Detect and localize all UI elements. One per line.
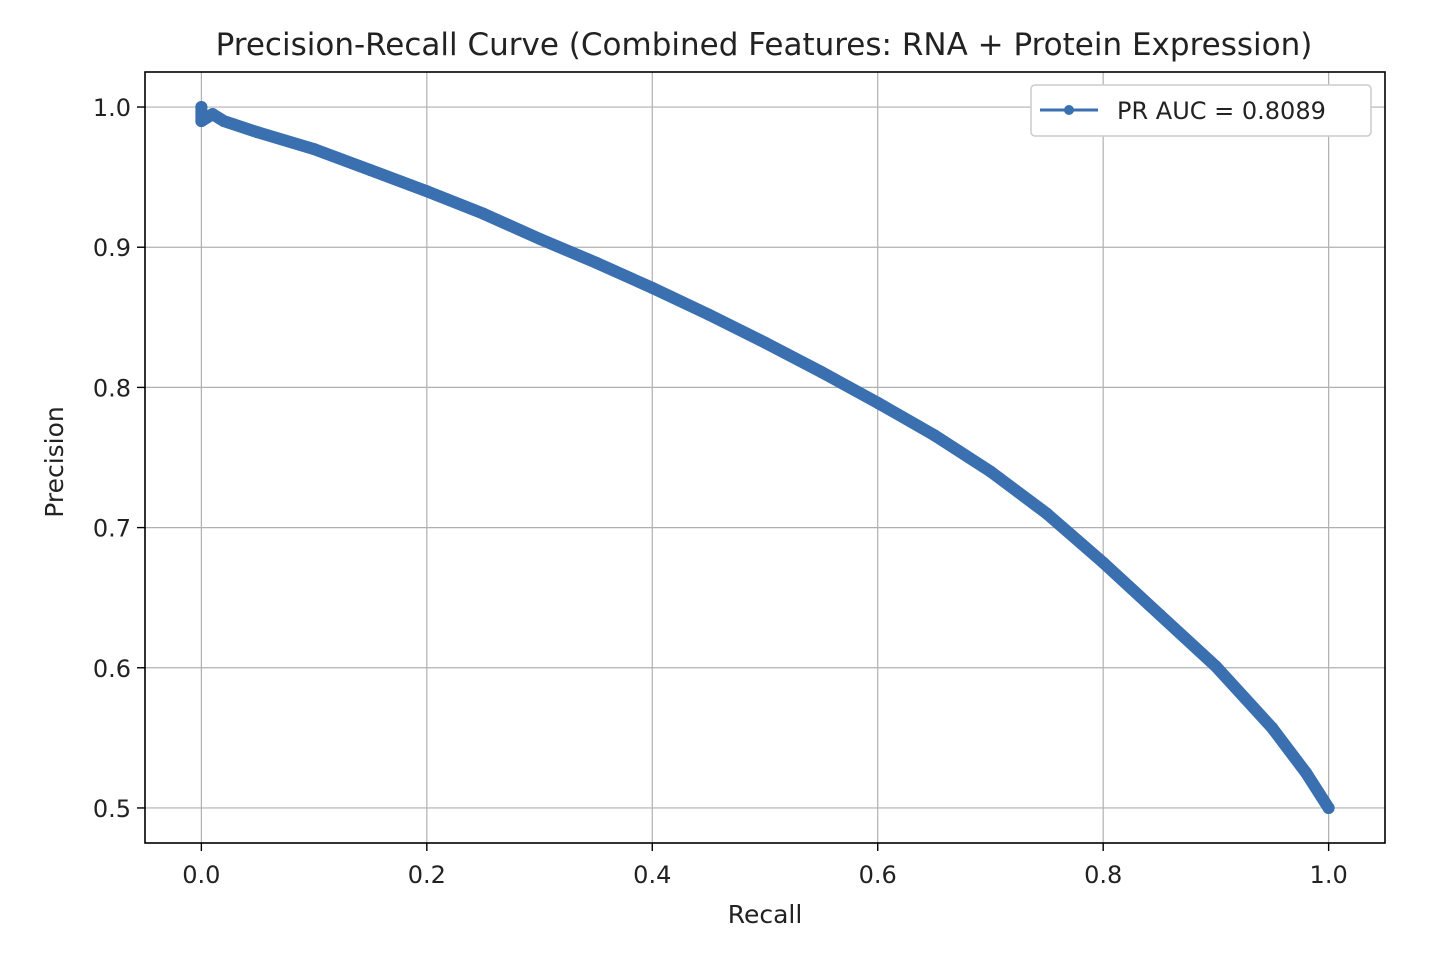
legend-marker-swatch	[1064, 105, 1074, 115]
data-point	[477, 207, 490, 220]
data-point	[871, 396, 884, 409]
data-point	[308, 143, 321, 156]
x-tick-label: 1.0	[1310, 861, 1348, 889]
data-point	[1209, 660, 1222, 673]
y-tick-label: 0.9	[93, 234, 131, 262]
y-tick-label: 0.6	[93, 655, 131, 683]
data-point	[1266, 722, 1279, 735]
y-tick-label: 1.0	[93, 94, 131, 122]
data-point	[815, 365, 828, 378]
legend: PR AUC = 0.8089	[1030, 84, 1372, 137]
data-point	[206, 108, 219, 121]
chart-title: Precision-Recall Curve (Combined Feature…	[216, 27, 1313, 63]
data-point	[420, 185, 433, 198]
y-axis-label: Precision	[40, 406, 69, 518]
data-point	[195, 101, 208, 114]
y-tick-label: 0.7	[93, 515, 131, 543]
data-point	[589, 256, 602, 269]
data-point	[1040, 507, 1053, 520]
x-tick-label: 0.8	[1084, 861, 1122, 889]
x-tick-label: 0.6	[859, 861, 897, 889]
data-point	[759, 336, 771, 349]
y-tick-label: 0.8	[93, 374, 131, 402]
data-point	[533, 232, 546, 245]
data-point	[702, 308, 715, 321]
data-point	[984, 465, 997, 478]
data-point	[1300, 766, 1313, 779]
grid-layer	[145, 72, 1385, 843]
x-ticks: 0.0 0.2 0.4 0.6 0.8 1.0	[182, 843, 1348, 889]
data-point	[646, 281, 659, 294]
series-layer	[195, 101, 1335, 814]
legend-box	[1030, 84, 1372, 137]
x-axis-label: Recall	[728, 900, 803, 929]
plot-frame	[144, 71, 1386, 844]
data-point	[251, 126, 264, 139]
data-point	[1097, 556, 1110, 569]
data-point	[217, 115, 230, 128]
y-ticks: 0.5 0.6 0.7 0.8 0.9 1.0	[93, 94, 145, 823]
data-point	[364, 164, 377, 177]
legend-label: PR AUC = 0.8089	[1117, 97, 1326, 125]
x-tick-label: 0.2	[408, 861, 446, 889]
series-line	[195, 101, 1335, 814]
x-tick-label: 0.4	[633, 861, 671, 889]
y-tick-label: 0.5	[93, 795, 131, 823]
data-point	[195, 115, 208, 128]
data-point	[928, 429, 941, 442]
data-point	[1322, 801, 1335, 814]
x-tick-label: 0.0	[182, 861, 220, 889]
data-point	[1153, 608, 1166, 621]
